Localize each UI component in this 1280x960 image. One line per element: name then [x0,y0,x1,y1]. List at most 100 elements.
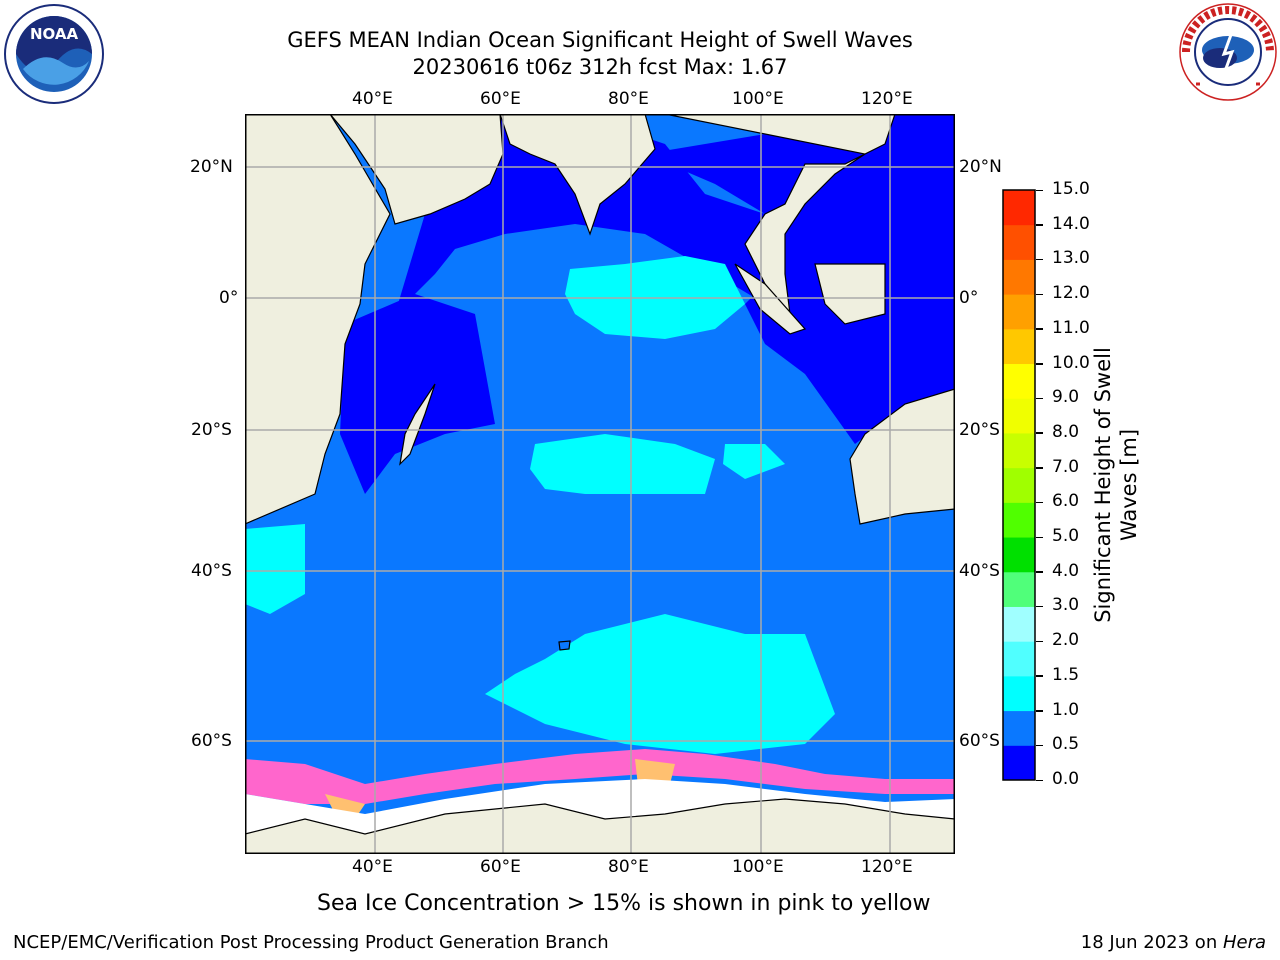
lat-tick-left-40s: 40°S [191,561,232,581]
colorbar-label: Significant Height of Swell Waves [m] [1090,347,1142,623]
colorbar-tick-mark [1036,675,1043,677]
colorbar-tick-label: 15.0 [1052,179,1090,199]
colorbar-segment [1003,190,1035,226]
colorbar-segment [1003,571,1035,607]
lat-tick-right-40s: 40°S [959,561,1000,581]
colorbar-segment [1003,710,1035,746]
sea-ice-orange-band [325,759,675,819]
colorbar-tick-mark [1036,501,1043,504]
lat-tick-left-20s: 20°S [191,420,232,440]
lon-tick-bottom-120e: 120°E [861,857,913,877]
colorbar-segment [1003,745,1035,781]
colorbar-tick-mark [1036,779,1043,781]
lat-tick-left-20n: 20°N [190,157,233,177]
ocean-lowswell-east [645,114,955,444]
sea-ice-note: Sea Ice Concentration > 15% is shown in … [317,891,931,916]
lon-tick-top-100e: 100°E [732,89,784,109]
colorbar-tick-mark [1036,189,1043,191]
swell-patch-subtropical [530,434,715,494]
land-southeast-asia [664,114,896,316]
colorbar-segment [1003,224,1035,260]
lon-tick-top-60e: 60°E [480,89,521,109]
chart-title: GEFS MEAN Indian Ocean Significant Heigh… [287,28,913,52]
lon-tick-top-40e: 40°E [352,89,393,109]
lon-tick-top-80e: 80°E [608,89,649,109]
lat-tick-right-20n: 20°N [959,157,1002,177]
lat-tick-right-20s: 20°S [959,420,1000,440]
lon-tick-bottom-80e: 80°E [608,857,649,877]
swell-patch-southern [485,614,835,754]
colorbar-segment [1003,537,1035,573]
lon-tick-bottom-100e: 100°E [732,857,784,877]
land-sumatra [734,263,807,335]
land-africa [245,114,391,525]
land-madagascar [399,383,436,466]
colorbar-frame [1002,189,1036,781]
colorbar-tick-mark [1036,397,1043,400]
nws-logo-text: NATIONAL WEATHER SERVICE [1178,102,1193,103]
colorbar-tick-label: 5.0 [1052,526,1080,547]
colorbar-label-line2: Waves [m] [1117,428,1141,542]
colorbar-label-line1: Significant Height of Swell [1091,347,1115,623]
colorbar-segment [1003,606,1035,642]
colorbar-segment [1003,398,1035,434]
colorbar-tick-mark [1036,605,1043,608]
colorbar-tick-mark [1036,363,1043,365]
footer-left: NCEP/EMC/Verification Post Processing Pr… [13,932,609,953]
colorbar-tick-label: 7.0 [1052,456,1080,477]
lat-tick-left-60s: 60°S [191,731,232,751]
ocean-lowswell-west [340,294,495,494]
colorbar-tick-mark [1036,224,1043,226]
colorbar-tick-label: 11.0 [1052,317,1090,338]
footer-date: 18 Jun 2023 on [1080,932,1223,953]
lat-tick-right-0: 0° [959,288,979,308]
sea-ice-pink-band [245,749,955,804]
colorbar-tick-mark [1036,293,1043,296]
colorbar-segment [1003,467,1035,503]
land-australia [849,388,955,525]
colorbar-tick-label: 9.0 [1052,387,1080,408]
colorbar-segment [1003,502,1035,538]
colorbar-segment [1003,432,1035,469]
colorbar-tick-mark [1036,258,1043,261]
colorbar-tick-label: 12.0 [1052,283,1090,304]
colorbar-tick-label: 4.0 [1052,560,1080,581]
colorbar-tick-mark [1036,744,1043,747]
colorbar-segment [1003,363,1035,399]
colorbar-tick-mark [1036,571,1043,573]
colorbar-segment [1003,294,1035,330]
colorbar-tick-mark [1036,328,1043,330]
colorbar-segment [1003,259,1035,295]
colorbar-tick-mark [1036,710,1043,712]
colorbar-tick-mark [1036,640,1043,643]
lat-tick-left-0: 0° [219,288,239,308]
colorbar-tick-label: 0.5 [1052,734,1080,755]
colorbar-tick-label: 0.0 [1052,769,1080,789]
footer-machine: Hera [1222,932,1266,953]
colorbar-tick-label: 10.0 [1052,352,1090,373]
lon-tick-top-120e: 120°E [861,89,913,109]
colorbar [1002,189,1036,781]
swell-patch-subtropical-east [723,444,785,479]
map-panel [245,114,955,854]
colorbar-tick-label: 2.0 [1052,630,1080,651]
colorbar-tick-label: 1.5 [1052,664,1080,685]
land-kerguelen [558,640,571,651]
chart-subtitle: 20230616 t06z 312h fcst Max: 1.67 [412,55,788,79]
nws-logo [1179,3,1277,101]
footer-right: 18 Jun 2023 on Hera [1081,932,1266,953]
land-india [499,114,656,236]
map-frame [245,114,955,854]
colorbar-tick-mark [1036,432,1043,434]
map-gridlines [245,114,955,854]
noaa-logo-text: NOAA [30,25,79,43]
colorbar-tick-label: 13.0 [1052,248,1090,269]
colorbar-segment [1003,328,1035,365]
colorbar-tick-mark [1036,467,1043,469]
colorbar-tick-label: 3.0 [1052,595,1080,616]
colorbar-tick-label: 8.0 [1052,421,1080,442]
lon-tick-bottom-40e: 40°E [352,857,393,877]
swell-patch-southwest [245,524,305,614]
colorbar-tick-mark [1036,536,1043,539]
lon-tick-bottom-60e: 60°E [480,857,521,877]
